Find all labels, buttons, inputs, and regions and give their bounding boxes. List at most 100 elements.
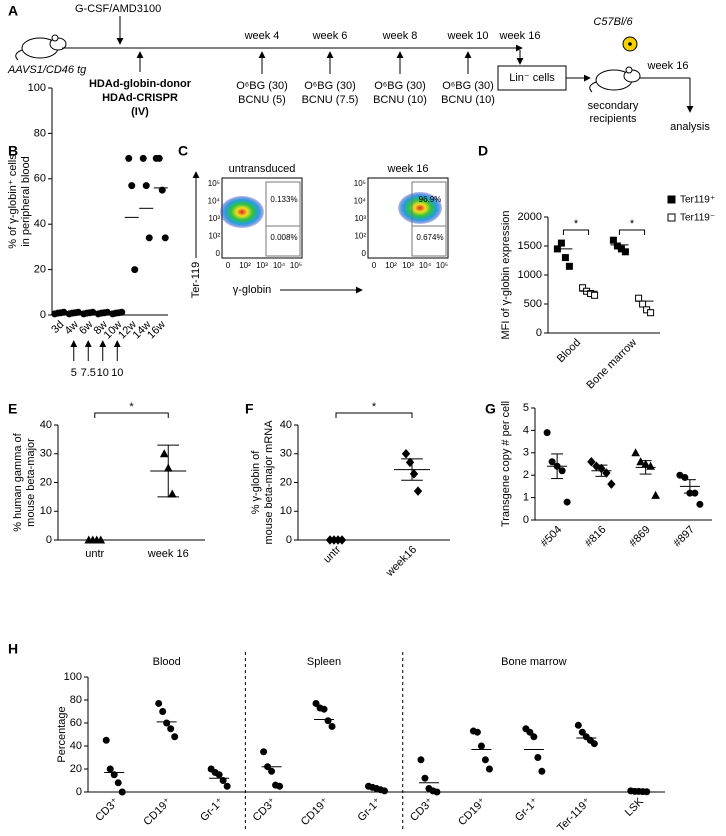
data-point bbox=[324, 717, 332, 725]
treatment-time: week 10 bbox=[447, 30, 489, 42]
significance-label: * bbox=[372, 401, 377, 413]
x-tick-label: 10⁴ bbox=[273, 261, 286, 270]
data-point bbox=[563, 498, 571, 506]
data-point bbox=[215, 771, 223, 779]
y-tick-label: 10² bbox=[208, 232, 220, 241]
mouse-strain: AAVS1/CD46 tg bbox=[7, 64, 87, 76]
data-point bbox=[328, 722, 336, 730]
data-point bbox=[534, 754, 542, 761]
legend-marker bbox=[667, 213, 676, 222]
data-point bbox=[607, 479, 616, 489]
data-point bbox=[639, 300, 647, 308]
y-tick-label: 1500 bbox=[518, 240, 542, 252]
data-point bbox=[651, 490, 660, 499]
x-tick-label: #897 bbox=[671, 524, 697, 550]
x-tick-label: #816 bbox=[583, 524, 609, 550]
harvest: week 16 bbox=[499, 30, 541, 42]
data-point bbox=[561, 254, 569, 262]
y-axis-label: mouse beta-major bbox=[25, 438, 37, 527]
data-point bbox=[268, 767, 276, 775]
y-axis-label: in peripheral blood bbox=[20, 156, 32, 247]
data-point bbox=[609, 236, 617, 244]
x-tick-label: #504 bbox=[539, 524, 565, 550]
data-point bbox=[167, 725, 175, 733]
y-tick-label: 0 bbox=[76, 786, 82, 798]
y-axis-label: Ter-119 bbox=[190, 262, 202, 298]
data-point bbox=[118, 788, 126, 796]
panel-a: A AAVS1/CD46 tg G-CSF/AMD3100 HDAd-globi… bbox=[7, 3, 710, 133]
y-tick-label: 20 bbox=[280, 476, 292, 488]
radiation-icon bbox=[622, 36, 638, 52]
data-point bbox=[647, 309, 655, 317]
x-tick-label: untr bbox=[85, 548, 104, 560]
data-point bbox=[631, 448, 640, 457]
data-point bbox=[131, 266, 139, 274]
data-point bbox=[413, 486, 423, 496]
treatment-drug: O⁶BG (30) bbox=[442, 80, 494, 92]
y-tick-label: 10³ bbox=[354, 214, 366, 223]
data-point bbox=[145, 234, 153, 242]
data-point bbox=[587, 457, 596, 467]
panel-c: C Ter-119 γ-globin untransduced 0.133% 0.0… bbox=[178, 143, 449, 298]
y-tick-label: 10² bbox=[354, 232, 366, 241]
gate-percent: 0.133% bbox=[270, 195, 297, 204]
y-tick-label: 2000 bbox=[518, 211, 542, 223]
data-point bbox=[565, 262, 573, 270]
treatment-drug: O⁶BG (30) bbox=[236, 80, 288, 92]
y-tick-label: 5 bbox=[523, 402, 529, 414]
y-axis-label: MFI of γ-globin expression bbox=[500, 211, 512, 340]
data-point bbox=[142, 182, 150, 190]
treatment-time: week 8 bbox=[382, 30, 418, 42]
data-point bbox=[557, 239, 565, 247]
gate-percent: 96.9% bbox=[419, 195, 442, 204]
cells: Lin⁻ cells bbox=[509, 72, 555, 84]
y-axis-label: % human gamma of bbox=[12, 432, 24, 531]
y-axis-label: % γ-globin of bbox=[250, 450, 262, 515]
x-tick-label: Blood bbox=[555, 337, 583, 365]
dose-label: 10 bbox=[97, 367, 109, 379]
y-tick-label: 10⁵ bbox=[208, 179, 220, 188]
y-tick-label: 60 bbox=[70, 717, 82, 729]
data-point bbox=[543, 429, 551, 437]
significance-bracket bbox=[562, 229, 590, 235]
x-tick-label: 0 bbox=[226, 261, 231, 270]
data-point bbox=[260, 748, 268, 756]
y-tick-label: 40 bbox=[280, 419, 292, 431]
mouse-icon bbox=[15, 34, 67, 61]
y-tick-label: 30 bbox=[40, 448, 52, 460]
significance-label: * bbox=[574, 218, 579, 230]
x-tick-label: 10² bbox=[385, 261, 397, 270]
y-tick-label: 20 bbox=[70, 763, 82, 775]
data-point bbox=[548, 458, 556, 466]
significance-label: * bbox=[129, 401, 134, 413]
y-tick-label: 100 bbox=[64, 671, 82, 683]
data-point bbox=[125, 154, 133, 162]
x-tick-label: CD3⁺ bbox=[251, 796, 279, 824]
y-tick-label: 2 bbox=[523, 469, 529, 481]
y-tick-label: 1 bbox=[523, 492, 529, 504]
x-axis-label: γ-globin bbox=[233, 284, 272, 296]
recipients: secondary bbox=[588, 100, 639, 112]
endpoint: week 16 bbox=[647, 60, 689, 72]
data-point bbox=[155, 154, 163, 162]
data-point bbox=[526, 728, 534, 736]
y-tick-label: 10 bbox=[40, 505, 52, 517]
data-point bbox=[110, 771, 118, 779]
x-tick-label: CD19⁺ bbox=[141, 796, 174, 829]
dose-label: 5 bbox=[71, 367, 77, 379]
y-tick-label: 20 bbox=[34, 264, 46, 276]
treatment-drug: O⁶BG (30) bbox=[374, 80, 426, 92]
treatment-drug: BCNU (10) bbox=[373, 94, 427, 106]
treatment-time: week 6 bbox=[312, 30, 348, 42]
data-point bbox=[558, 467, 566, 475]
group-label: Bone marrow bbox=[501, 656, 566, 668]
x-tick-label: 10³ bbox=[402, 261, 414, 270]
x-tick-label: Bone marrow bbox=[584, 337, 639, 392]
data-point bbox=[320, 705, 328, 713]
y-tick-label: 500 bbox=[524, 298, 542, 310]
data-point bbox=[223, 782, 231, 790]
data-point bbox=[139, 154, 147, 162]
y-tick-label: 0 bbox=[362, 249, 367, 258]
dose-label: 7.5 bbox=[81, 367, 96, 379]
y-tick-label: 80 bbox=[34, 127, 46, 139]
